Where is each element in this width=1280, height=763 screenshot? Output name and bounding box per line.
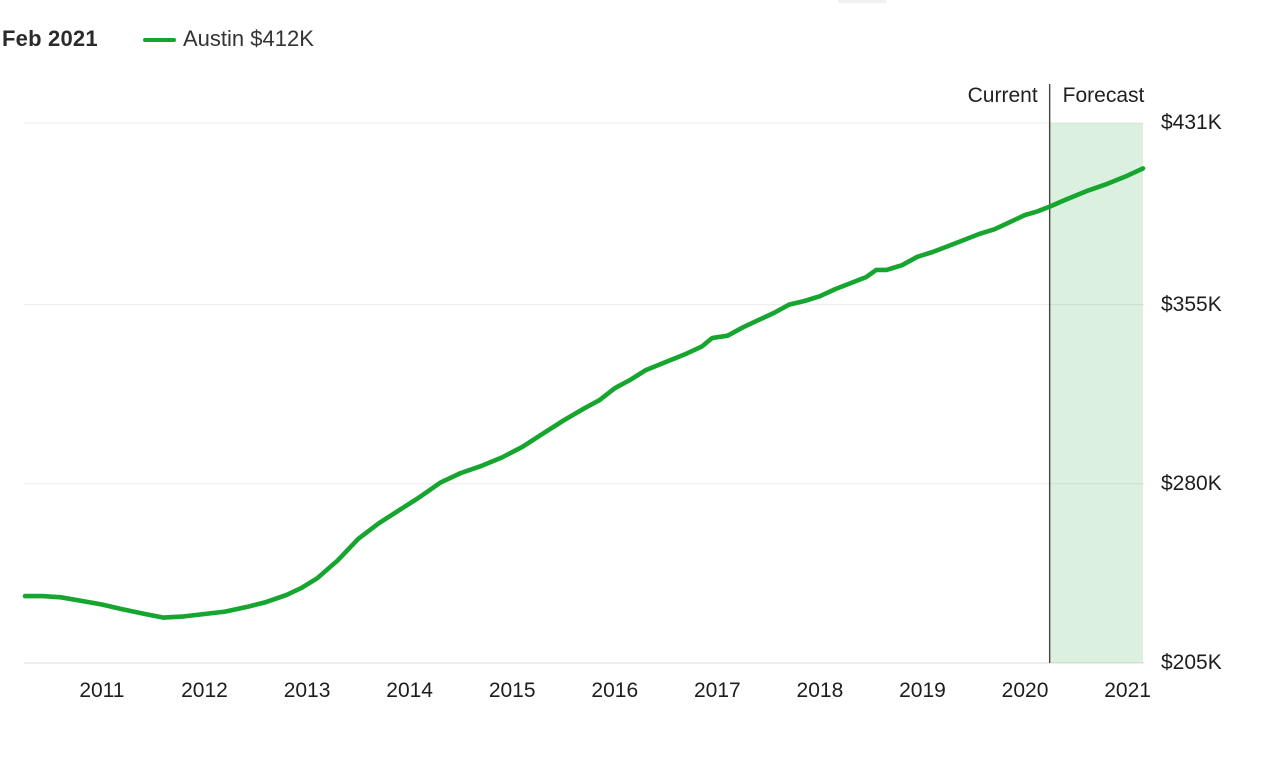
x-tick-label: 2015 [488, 679, 536, 702]
y-tick-label: $280K [1161, 471, 1222, 495]
price-series-line [22, 166, 1146, 620]
hover-date-label: Feb 2021 [2, 26, 98, 51]
forecast-shaded-region [1049, 123, 1143, 663]
x-tick-label: 2017 [693, 679, 741, 702]
chart-legend: Feb 2021 Austin $412K [0, 26, 600, 56]
series-line-swatch-icon [143, 38, 176, 42]
x-tick-label: 2019 [899, 679, 946, 702]
x-tick-label: 2016 [591, 679, 639, 702]
x-tick-label: 2012 [181, 679, 228, 702]
legend-series-label: Austin $412K [183, 26, 314, 51]
x-tick-label: 2020 [1001, 679, 1049, 702]
x-tick-label: 2013 [283, 679, 331, 702]
x-tick-label: 2011 [79, 679, 125, 702]
forecast-region-label: Forecast [1062, 84, 1145, 107]
x-tick-label: 2018 [796, 679, 844, 702]
x-tick-label: 2014 [386, 679, 433, 702]
cropped-ui-artifact [838, 0, 886, 3]
y-tick-label: $355K [1161, 292, 1222, 316]
current-region-label: Current [967, 84, 1038, 107]
y-tick-label: $431K [1161, 111, 1222, 134]
y-tick-label: $205K [1161, 651, 1222, 674]
x-tick-label: 2021 [1104, 679, 1151, 702]
